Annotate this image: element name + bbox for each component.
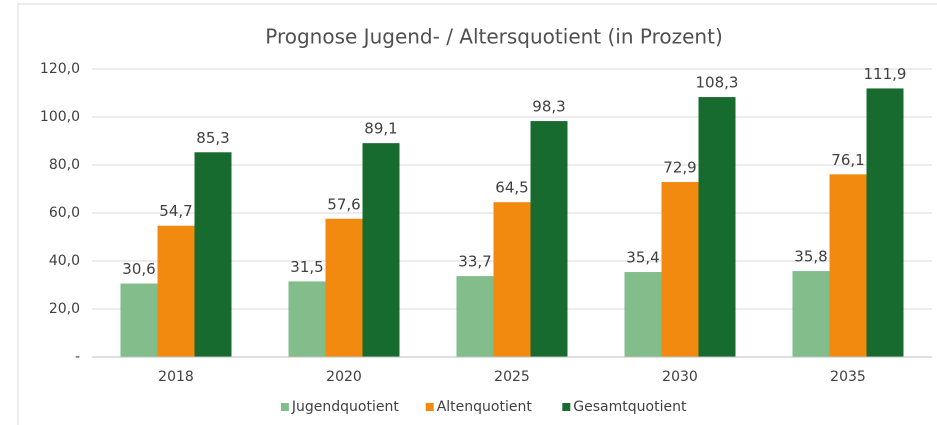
y-tick-label: 40,0 [49,253,80,269]
data-label: 98,3 [532,98,565,116]
data-label: 35,4 [626,249,659,267]
data-label: 72,9 [663,159,696,177]
data-label: 76,1 [831,151,864,169]
y-tick-label: 120,0 [40,61,80,77]
data-label: 111,9 [864,65,907,83]
bar [120,283,158,357]
legend-label: Jugendquotient [291,399,399,415]
bar [698,97,736,357]
y-tick-label: - [75,349,80,365]
data-label: 108,3 [696,74,739,92]
bar [325,218,363,357]
data-label: 85,3 [196,129,229,147]
y-tick-label: 60,0 [49,205,80,221]
legend-label: Gesamtquotient [573,399,687,415]
y-tick-label: 20,0 [49,301,80,317]
bar [530,121,568,357]
legend-swatch [562,403,571,411]
data-label: 33,7 [458,253,491,271]
y-tick-label: 80,0 [49,157,80,173]
data-label: 35,8 [794,248,827,266]
chart-title: Prognose Jugend- / Altersquotient (in Pr… [265,25,723,49]
bar [288,281,326,357]
legend-swatch [280,403,289,411]
data-label: 30,6 [122,260,155,278]
data-label: 64,5 [495,179,528,197]
x-tick-label: 2020 [326,369,362,385]
y-tick-label: 100,0 [40,109,80,125]
bar [792,271,830,357]
bar [624,272,662,357]
bar [493,202,531,357]
x-tick-label: 2030 [662,369,698,385]
x-tick-label: 2035 [830,369,866,385]
bar [661,182,699,357]
bar [456,276,494,357]
x-tick-label: 2018 [158,369,194,385]
x-tick-label: 2025 [494,369,530,385]
data-label: 57,6 [327,195,360,213]
legend-swatch [425,403,434,411]
bar [866,88,904,357]
chart-frame [17,3,937,425]
bar [194,152,232,357]
bar [362,143,400,357]
bar [157,225,195,357]
data-label: 31,5 [290,258,323,276]
legend-label: Altenquotient [437,399,533,415]
data-label: 89,1 [364,120,397,138]
bar [829,174,867,357]
data-label: 54,7 [159,202,192,220]
